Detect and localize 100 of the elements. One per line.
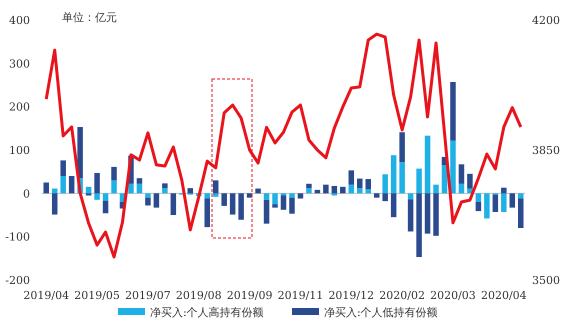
bar — [272, 193, 278, 204]
bar — [52, 193, 58, 215]
bar — [399, 162, 405, 194]
bar — [162, 188, 168, 194]
bar — [306, 188, 312, 194]
bar — [340, 186, 346, 194]
bar — [298, 193, 304, 199]
bar — [382, 193, 388, 202]
y-tick-label: -200 — [5, 274, 30, 287]
bar — [52, 188, 58, 194]
bar — [264, 193, 270, 200]
bar — [408, 199, 414, 232]
x-tick-label: 2020/03 — [430, 289, 476, 302]
bar — [510, 193, 516, 208]
bar — [289, 193, 295, 198]
bar — [212, 193, 218, 197]
bar — [450, 140, 456, 194]
bar — [357, 178, 363, 188]
bar — [433, 184, 439, 194]
x-tick-label: 2020/02 — [379, 289, 425, 302]
bar — [382, 174, 388, 194]
bar — [365, 179, 371, 189]
bar — [238, 193, 244, 220]
bar — [43, 182, 49, 194]
bar — [102, 200, 108, 214]
y-tick-label: 400 — [9, 14, 30, 27]
bar — [357, 188, 363, 194]
bar — [399, 132, 405, 162]
bar — [416, 168, 422, 194]
legend-item: 净买入:个人高持有份额 — [118, 306, 264, 319]
bar — [94, 172, 100, 194]
bar — [314, 190, 320, 194]
legend-item: 净买入:个人低持有份额 — [292, 306, 438, 319]
bar — [111, 166, 117, 180]
bar — [145, 198, 151, 206]
bar — [476, 193, 482, 202]
bar — [272, 204, 278, 208]
bar — [348, 170, 354, 185]
bar — [280, 196, 286, 210]
bar — [450, 82, 456, 140]
x-tick-label: 2019/11 — [278, 289, 324, 302]
bar — [255, 188, 261, 194]
bar — [306, 184, 312, 188]
x-tick-label: 2019/07 — [125, 289, 171, 302]
bar — [442, 165, 448, 194]
bar — [408, 193, 414, 200]
x-tick-label: 2019/04 — [23, 289, 70, 302]
bar — [492, 194, 498, 212]
bar — [390, 155, 396, 194]
bar — [416, 193, 422, 258]
bar — [136, 178, 142, 184]
bar — [433, 193, 439, 236]
bar — [221, 193, 227, 206]
bar — [162, 183, 168, 188]
bar — [348, 184, 354, 194]
bar — [323, 184, 329, 194]
y2-tick-label: 4200 — [532, 14, 560, 27]
bar — [94, 193, 100, 200]
x-tick-label: 2020/04 — [480, 289, 527, 302]
x-tick-label: 2019/09 — [226, 289, 272, 302]
bar — [476, 202, 482, 212]
bar — [60, 176, 66, 194]
bar — [204, 198, 210, 228]
bar — [424, 193, 430, 234]
bar — [484, 193, 490, 218]
bar — [501, 193, 507, 212]
y2-tick-label: 3500 — [532, 274, 560, 287]
x-tick-label: 2019/05 — [74, 289, 120, 302]
bar — [264, 200, 270, 224]
bar — [111, 180, 117, 194]
legend-label: 净买入:个人低持有份额 — [324, 306, 438, 319]
line-series — [44, 32, 522, 258]
bar — [77, 127, 83, 178]
bar — [154, 193, 160, 208]
y-tick-label: 200 — [9, 100, 30, 114]
legend-label: 净买入:个人高持有份额 — [150, 306, 264, 319]
bar — [145, 193, 151, 198]
bar — [390, 193, 396, 218]
bar — [518, 193, 524, 199]
bar — [518, 198, 524, 228]
bar — [60, 160, 66, 176]
x-tick-label: 2019/12 — [328, 289, 374, 302]
bar — [136, 184, 142, 194]
x-tick-label: 2019/08 — [176, 289, 222, 302]
bar — [424, 136, 430, 194]
y-tick-label: 0 — [23, 187, 30, 200]
bar — [204, 193, 210, 199]
bar — [128, 184, 134, 194]
y-axis-title: 单位：亿元 — [62, 11, 117, 24]
y-tick-label: 100 — [9, 144, 30, 157]
bar — [230, 193, 236, 215]
y2-tick-label: 3850 — [532, 144, 560, 157]
bar — [289, 198, 295, 214]
y-tick-label: 300 — [9, 57, 30, 70]
bar — [212, 180, 218, 194]
bar — [188, 188, 194, 194]
bar — [68, 176, 74, 194]
bar — [102, 193, 108, 201]
bar — [86, 186, 92, 194]
bar — [458, 164, 464, 184]
